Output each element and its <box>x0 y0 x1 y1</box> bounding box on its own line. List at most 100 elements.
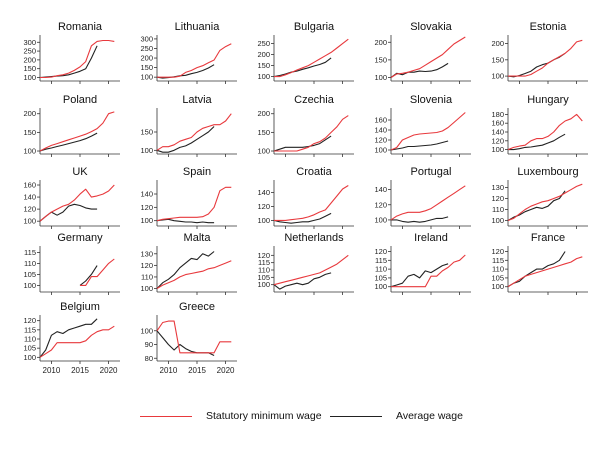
y-tick-label: 100 <box>23 217 36 226</box>
panel-title: Malta <box>184 232 212 244</box>
panel-title: Spain <box>183 166 211 178</box>
panel-title: Czechia <box>294 94 335 106</box>
series-line-average-wage <box>156 330 215 356</box>
series-line-minimum-wage <box>391 254 466 288</box>
series-line-average-wage <box>156 251 215 289</box>
series-line-minimum-wage <box>273 254 349 286</box>
panel-title: Germany <box>57 232 103 244</box>
panel-slovakia: Slovakia 100 150 200 <box>374 21 471 84</box>
panel-title: Lithuania <box>175 21 221 33</box>
panel-title: Croatia <box>296 166 332 178</box>
y-tick-label: 120 <box>257 202 270 211</box>
series-line-minimum-wage <box>39 325 115 358</box>
y-tick-label: 250 <box>140 44 153 53</box>
series-line-minimum-wage <box>507 183 583 222</box>
panel-title: Belgium <box>60 301 100 313</box>
series-line-minimum-wage <box>156 260 232 289</box>
y-tick-label: 200 <box>23 55 36 64</box>
legend-swatch-average-wage <box>330 415 382 417</box>
y-tick-label: 105 <box>374 273 387 282</box>
series-line-average-wage <box>273 57 332 78</box>
y-tick-label: 100 <box>491 72 504 81</box>
y-tick-label: 120 <box>491 247 504 256</box>
y-tick-label: 160 <box>491 119 504 128</box>
series-line-minimum-wage <box>157 43 232 78</box>
y-tick-label: 150 <box>140 63 153 72</box>
x-tick-label: 2010 <box>43 366 61 375</box>
y-tick-label: 105 <box>23 270 36 279</box>
legend-item-minimum-wage: Statutory minimum wage <box>140 406 322 426</box>
series-line-minimum-wage <box>156 320 232 354</box>
y-tick-label: 100 <box>374 73 387 82</box>
y-tick-label: 110 <box>141 272 153 281</box>
legend: Statutory minimum wage Average wage <box>140 406 480 426</box>
panel-portugal: Portugal 100 120 140 <box>374 166 471 229</box>
panel-uk: UK 100 120 140 160 <box>23 166 120 229</box>
panel-croatia: Croatia 100 120 140 <box>257 166 354 229</box>
y-tick-label: 120 <box>23 316 36 325</box>
series-line-average-wage <box>156 218 215 224</box>
y-tick-label: 140 <box>374 126 387 135</box>
y-tick-label: 100 <box>23 281 36 290</box>
y-tick-label: 100 <box>23 73 36 82</box>
x-tick-label: 2015 <box>188 366 206 375</box>
y-tick-label: 100 <box>491 145 504 154</box>
series-line-average-wage <box>273 212 332 224</box>
series-line-minimum-wage <box>156 113 232 151</box>
series-line-minimum-wage <box>274 115 349 152</box>
y-tick-label: 110 <box>492 205 504 214</box>
panel-title: France <box>531 232 565 244</box>
y-tick-label: 120 <box>257 251 270 260</box>
y-tick-label: 200 <box>23 109 36 118</box>
series-line-minimum-wage <box>274 38 349 78</box>
panel-title: Greece <box>179 301 215 313</box>
panel-title: Netherlands <box>284 232 344 244</box>
panel-title: Poland <box>63 94 97 106</box>
panel-poland: Poland 100 150 200 <box>23 94 120 157</box>
y-tick-label: 100 <box>257 280 270 289</box>
y-tick-label: 200 <box>140 54 153 63</box>
y-tick-label: 300 <box>140 34 153 43</box>
y-tick-label: 100 <box>140 326 153 335</box>
series-line-average-wage <box>390 62 449 78</box>
panel-title: Portugal <box>411 166 452 178</box>
y-tick-label: 120 <box>374 136 387 145</box>
y-tick-label: 105 <box>23 344 36 353</box>
series-line-average-wage <box>508 133 566 151</box>
y-tick-label: 160 <box>374 116 387 125</box>
y-tick-label: 180 <box>491 110 504 119</box>
legend-item-average-wage: Average wage <box>330 406 463 426</box>
panel-title: Latvia <box>182 94 212 106</box>
y-tick-label: 105 <box>257 273 270 282</box>
x-tick-label: 2010 <box>160 366 178 375</box>
series-line-average-wage <box>39 203 98 222</box>
y-tick-label: 115 <box>375 256 387 265</box>
y-tick-label: 110 <box>375 265 387 274</box>
y-tick-label: 150 <box>140 128 153 137</box>
series-line-average-wage <box>39 132 98 152</box>
series-line-average-wage <box>156 64 215 79</box>
panel-bulgaria: Bulgaria 100 150 200 250 <box>257 21 354 84</box>
series-line-average-wage <box>507 52 566 78</box>
series-line-minimum-wage <box>80 258 115 286</box>
series-line-minimum-wage <box>507 113 583 151</box>
series-line-minimum-wage <box>390 112 466 151</box>
y-tick-label: 250 <box>23 47 36 56</box>
y-tick-label: 100 <box>140 216 153 225</box>
y-tick-label: 120 <box>140 261 153 270</box>
panel-title: Luxembourg <box>517 166 578 178</box>
y-tick-label: 100 <box>374 282 387 291</box>
panel-malta: Malta 100 110 120 130 <box>140 232 237 295</box>
y-tick-label: 140 <box>140 190 153 199</box>
y-tick-label: 120 <box>374 247 387 256</box>
panel-estonia: Estonia 100 150 200 <box>491 21 588 84</box>
y-tick-label: 115 <box>258 258 270 267</box>
series-line-average-wage <box>273 135 332 152</box>
x-tick-label: 2020 <box>100 366 118 375</box>
